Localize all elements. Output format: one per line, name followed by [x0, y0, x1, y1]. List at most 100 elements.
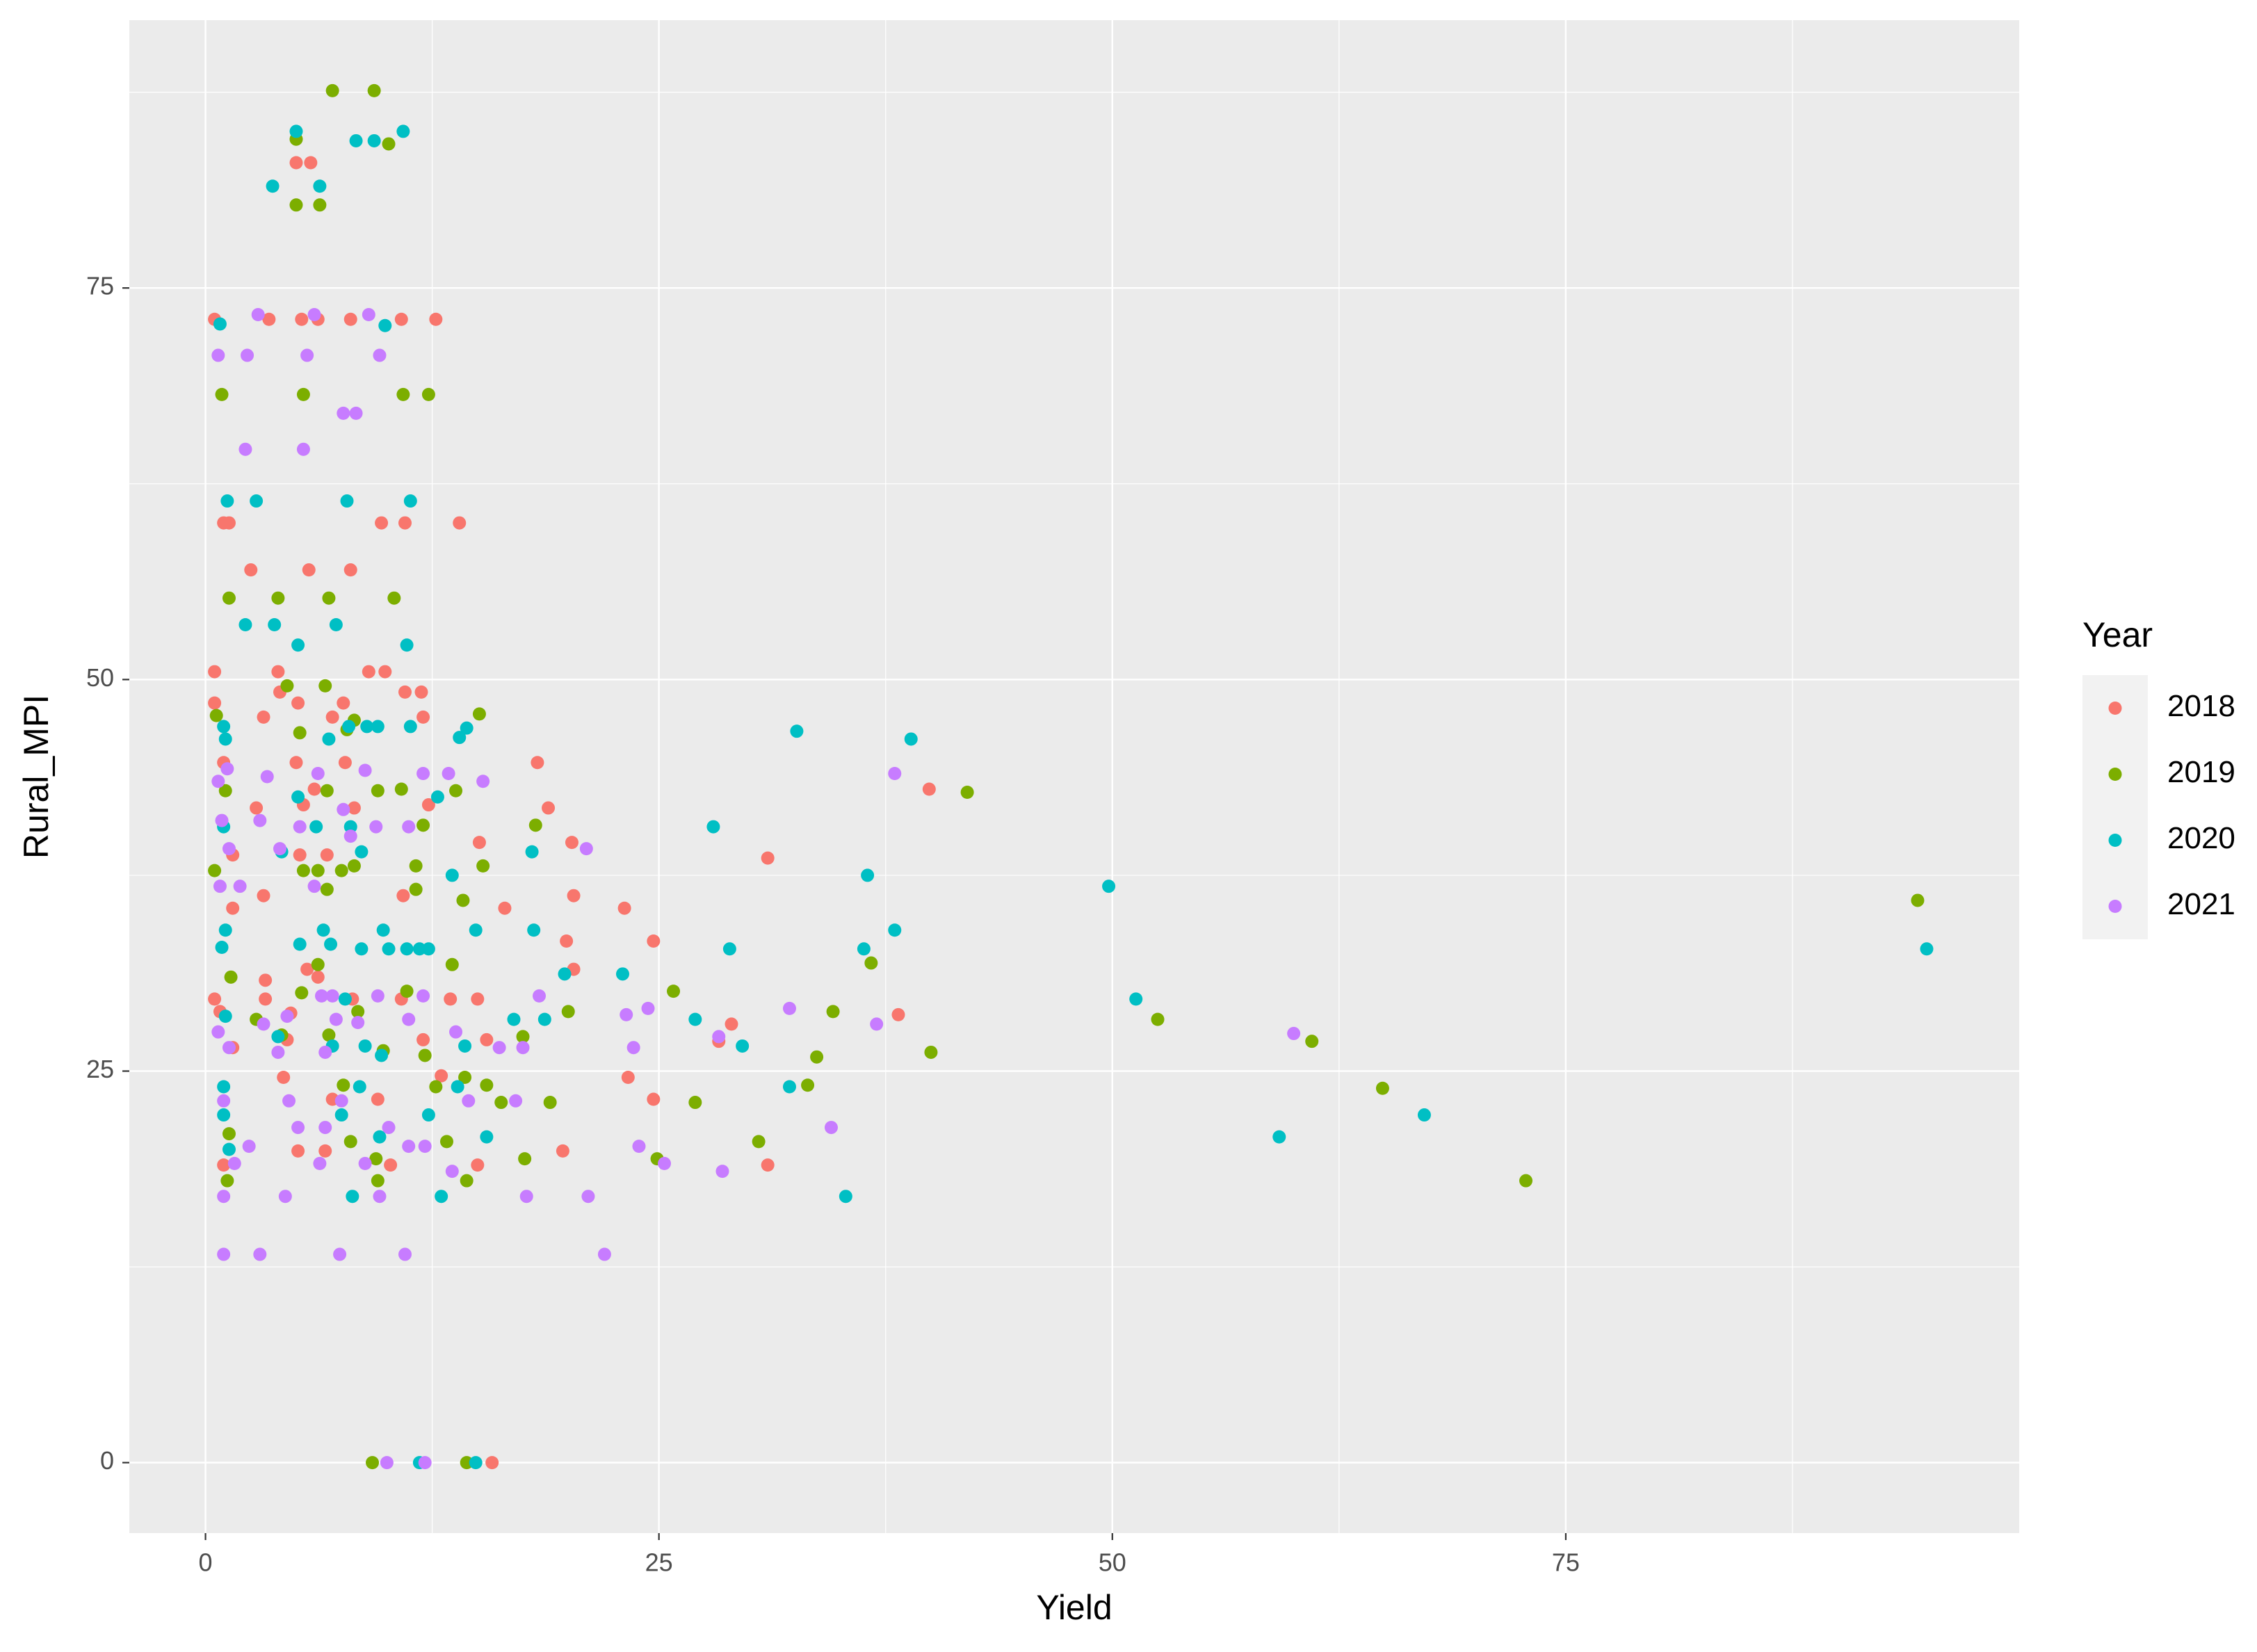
point	[492, 1041, 506, 1055]
point	[307, 880, 321, 893]
point	[369, 820, 383, 834]
point	[518, 1152, 532, 1166]
point	[525, 845, 539, 859]
point	[311, 864, 325, 877]
point	[318, 679, 332, 693]
point	[218, 923, 232, 937]
point	[346, 1190, 359, 1204]
point	[382, 1121, 396, 1135]
point	[1519, 1174, 1533, 1188]
point	[429, 1080, 443, 1094]
point	[1272, 1130, 1286, 1144]
point	[289, 124, 303, 138]
point	[471, 1158, 485, 1172]
point	[209, 708, 223, 722]
point	[238, 442, 252, 456]
point	[790, 724, 804, 738]
point	[782, 1001, 796, 1015]
point	[241, 348, 254, 362]
point	[318, 1121, 332, 1135]
point	[320, 784, 334, 797]
point	[217, 1108, 231, 1122]
point	[416, 818, 430, 832]
point	[421, 387, 435, 401]
point	[626, 1041, 640, 1055]
point	[251, 307, 265, 321]
point	[351, 1016, 365, 1030]
point	[904, 732, 918, 746]
point	[1151, 1012, 1165, 1026]
point	[1911, 893, 1925, 907]
y-tick-label: 25	[86, 1055, 114, 1083]
point	[418, 1048, 432, 1062]
point	[324, 937, 338, 951]
point	[307, 782, 321, 796]
legend-key	[2108, 900, 2122, 913]
point	[311, 957, 325, 971]
point	[752, 1135, 766, 1149]
point	[864, 956, 878, 970]
point	[238, 617, 252, 631]
point	[318, 1045, 332, 1059]
point	[810, 1050, 824, 1064]
point	[262, 312, 276, 326]
point	[527, 923, 541, 937]
point	[597, 1247, 611, 1261]
point	[366, 1456, 380, 1470]
point	[311, 970, 325, 984]
point	[398, 1247, 412, 1261]
point	[888, 923, 902, 937]
point	[329, 617, 343, 631]
point	[291, 696, 305, 710]
point	[220, 494, 234, 508]
point	[257, 889, 270, 902]
point	[421, 942, 435, 956]
point	[712, 1030, 726, 1044]
point	[280, 679, 294, 693]
point	[458, 1039, 472, 1053]
point	[342, 720, 356, 734]
panel-background	[129, 20, 2019, 1533]
point	[322, 591, 336, 605]
point	[439, 1135, 453, 1149]
point	[516, 1030, 530, 1044]
point	[208, 864, 222, 877]
point	[453, 516, 467, 530]
point	[542, 801, 556, 815]
point	[222, 591, 236, 605]
point	[384, 1158, 398, 1172]
point	[469, 923, 483, 937]
point	[435, 1069, 448, 1083]
point	[313, 1156, 327, 1170]
point	[507, 1012, 521, 1026]
point	[581, 1190, 595, 1204]
point	[409, 859, 423, 873]
point	[1129, 992, 1143, 1006]
point	[302, 563, 316, 577]
x-tick-label: 50	[1099, 1548, 1126, 1577]
point	[208, 665, 222, 679]
legend: Year 2018 2019 2020 2021	[2082, 615, 2235, 939]
point	[402, 1012, 416, 1026]
point	[400, 638, 414, 652]
point	[412, 942, 426, 956]
point	[402, 820, 416, 834]
point	[334, 1108, 348, 1122]
point	[560, 934, 574, 948]
point	[320, 848, 334, 862]
point	[343, 829, 357, 843]
point	[217, 720, 231, 734]
point	[334, 1094, 348, 1108]
point	[375, 1048, 389, 1062]
point	[960, 786, 974, 800]
point	[250, 494, 264, 508]
point	[343, 820, 357, 834]
point	[472, 707, 486, 721]
point	[1375, 1081, 1389, 1095]
point	[376, 923, 390, 937]
point	[278, 1190, 292, 1204]
point	[801, 1078, 815, 1092]
point	[271, 665, 285, 679]
point	[215, 941, 229, 955]
